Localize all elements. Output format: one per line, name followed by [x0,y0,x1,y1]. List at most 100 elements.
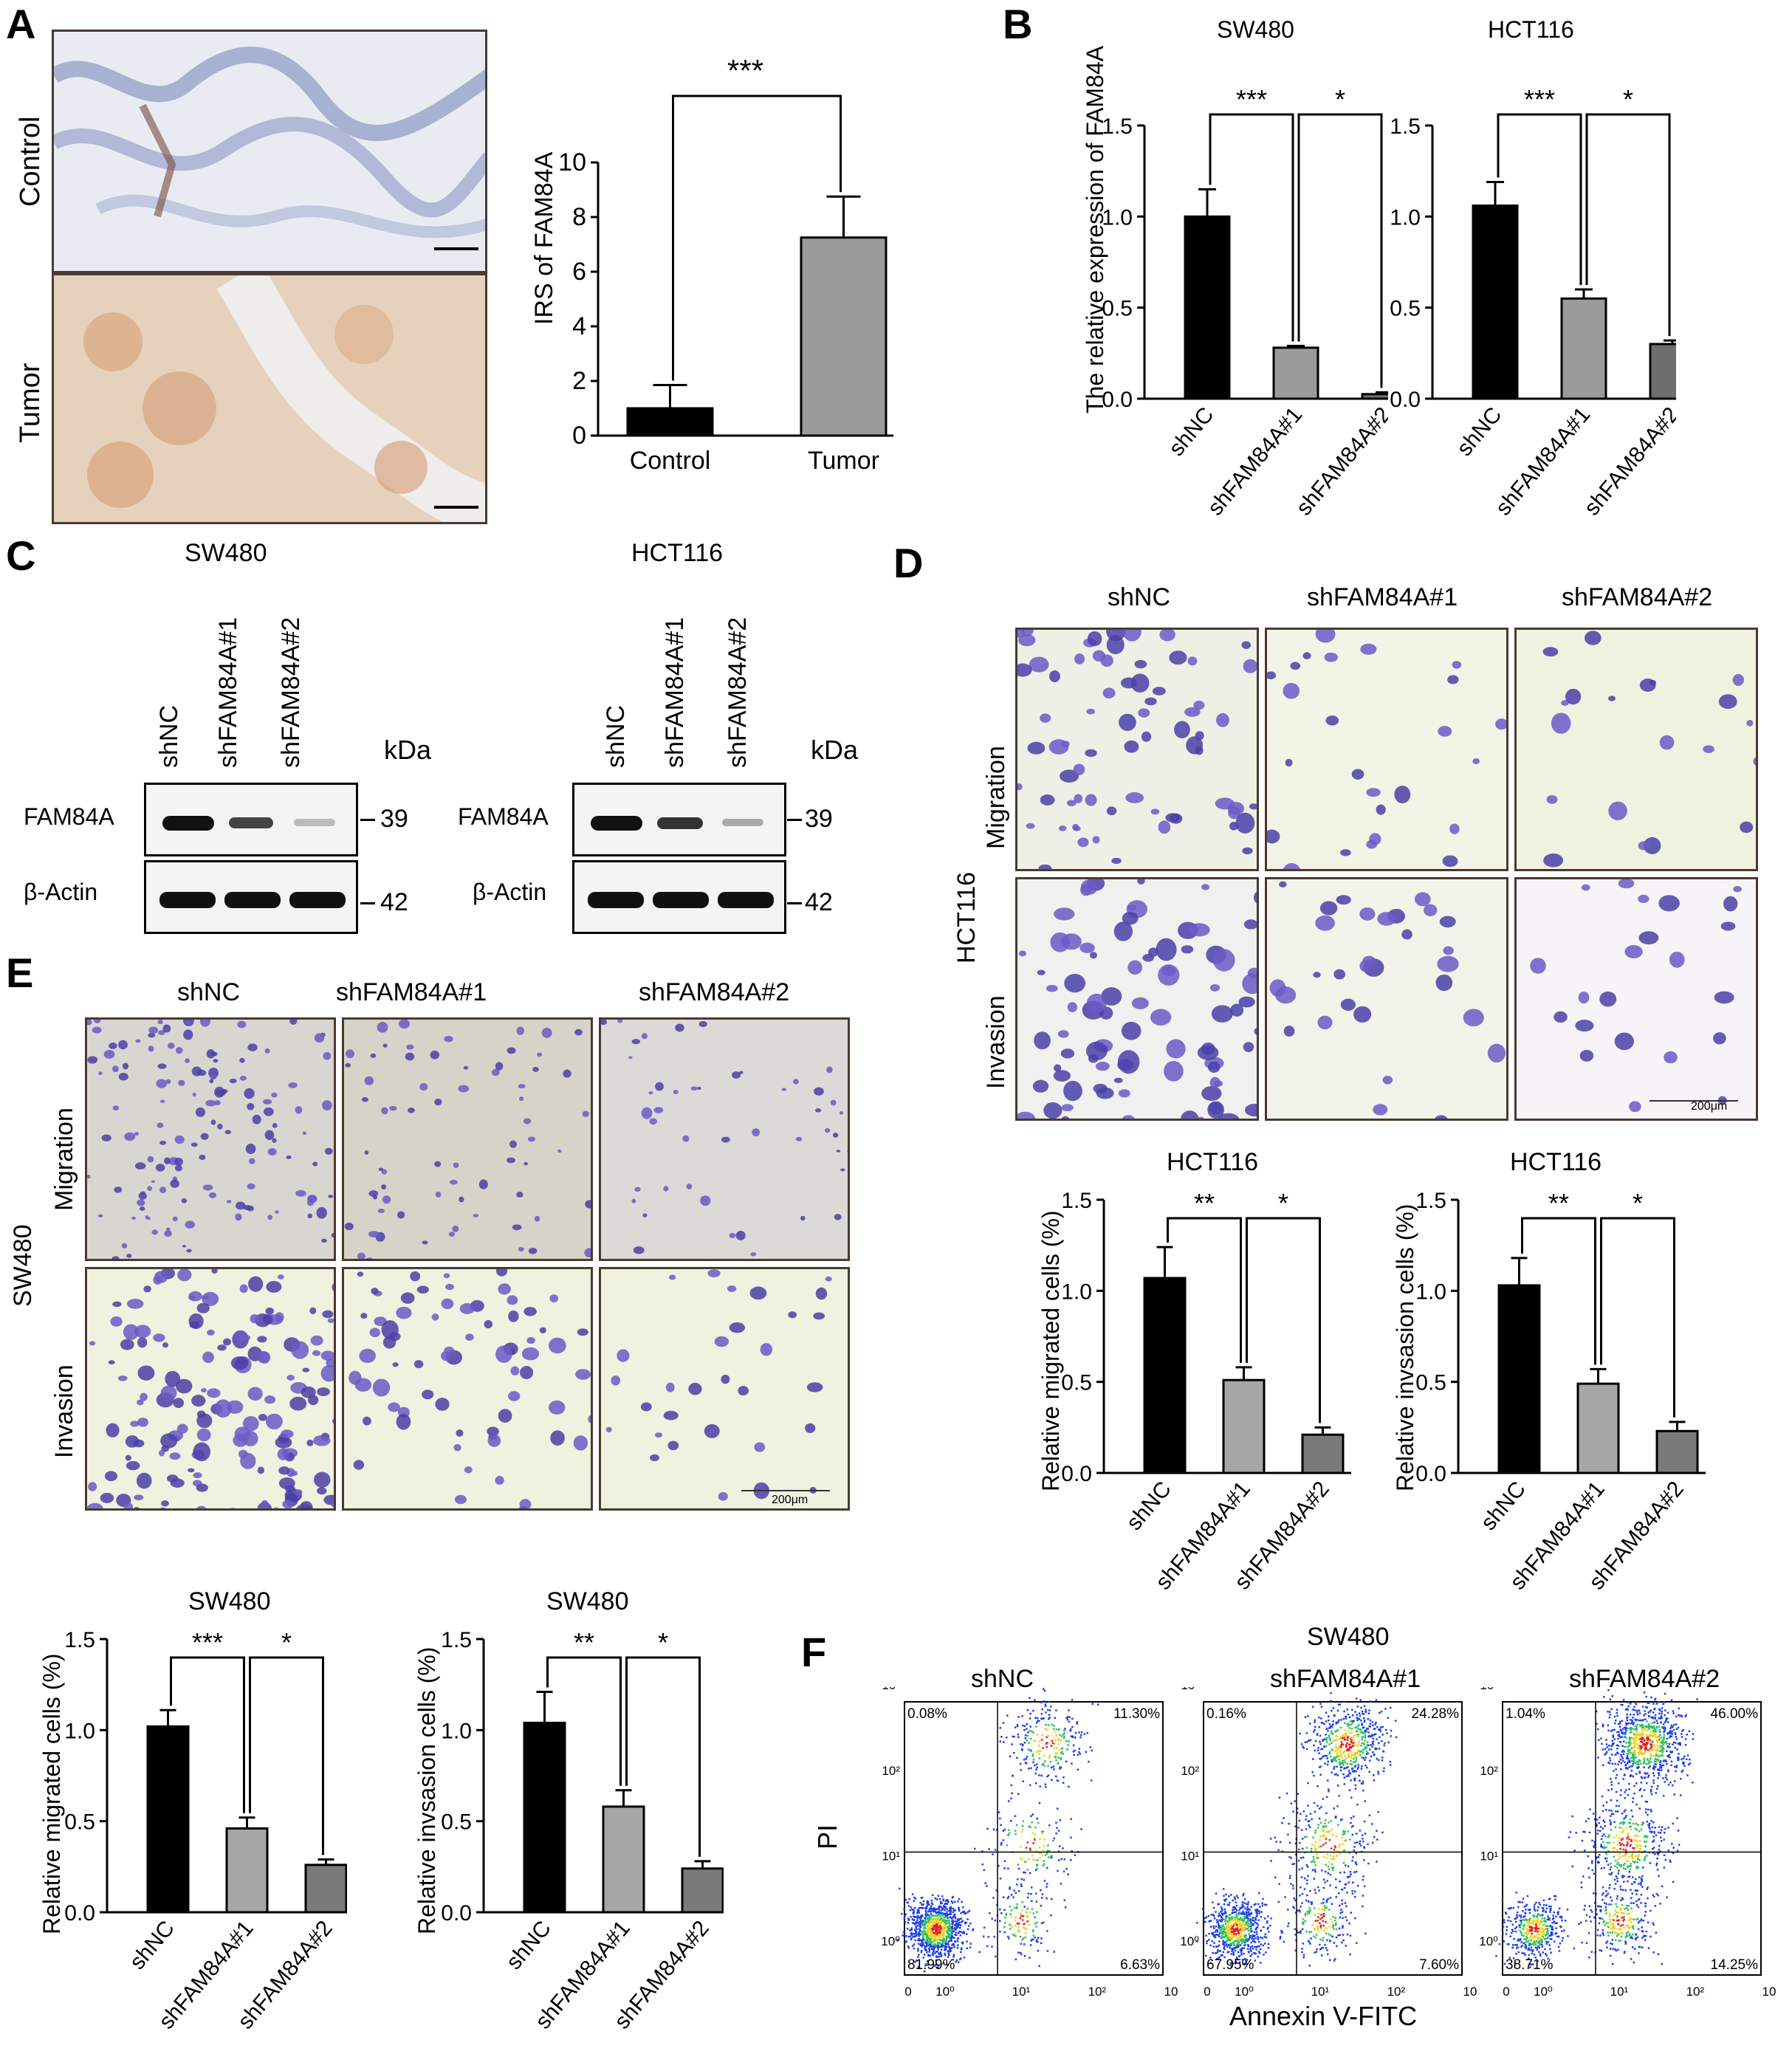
event-dot [1610,1748,1613,1751]
event-dot [937,1956,940,1958]
event-dot [907,1917,910,1920]
event-dot [941,1931,944,1934]
stained-cell [1037,969,1046,975]
quadrant-percent: 24.28% [1412,1706,1460,1722]
event-dot [1309,1943,1311,1945]
event-dot [1336,1785,1339,1787]
event-dot [1647,1739,1649,1741]
event-dot [1313,1935,1315,1937]
event-dot [1048,1849,1051,1852]
event-dot [923,1923,925,1926]
event-dot [1053,1837,1055,1840]
event-dot [1229,1928,1232,1931]
y-tick-label: 10¹ [1181,1849,1199,1863]
event-dot [1215,1934,1217,1936]
event-dot [1050,1856,1053,1859]
event-dot [924,1942,927,1944]
event-dot [1237,1913,1240,1916]
stained-cell [760,1343,773,1356]
event-dot [1379,1726,1382,1728]
event-dot [1017,1733,1020,1736]
stained-cell [1088,1054,1099,1063]
event-dot [1235,1909,1238,1912]
event-dot [1659,1750,1661,1752]
event-dot [1322,1835,1324,1837]
event-dot [1350,1754,1353,1756]
event-dot [1233,1896,1236,1898]
event-dot [1031,1832,1034,1835]
y-tick-label: 6 [572,258,586,286]
event-dot [1381,1734,1384,1736]
event-dot [1672,1743,1674,1746]
event-dot [924,1932,926,1935]
event-dot [1533,1908,1536,1911]
event-dot [987,1936,989,1938]
stained-cell [1066,800,1077,807]
blot-row-label: β-Actin [24,879,98,905]
significance-bracket [546,1656,622,1786]
event-dot [1624,1728,1627,1731]
event-dot [1386,1732,1388,1734]
event-dot [1635,1756,1638,1759]
event-dot [1223,1928,1226,1931]
event-dot [1309,1813,1312,1815]
event-dot [1545,1937,1548,1940]
stained-cell [87,1020,92,1026]
stained-cell [188,1291,202,1302]
stained-cell [601,1020,608,1026]
event-dot [1511,1944,1514,1946]
event-dot [1224,1910,1226,1913]
event-dot [954,1924,956,1927]
event-dot [1658,1717,1661,1720]
event-dot [1219,1928,1221,1931]
event-dot [1656,1787,1658,1790]
event-dot [1511,1930,1514,1932]
event-dot [1023,1879,1026,1881]
bar [146,1725,190,1914]
quadrant-percent: 67.95% [1206,1957,1254,1973]
event-dot [1308,1910,1311,1913]
event-dot [1362,1838,1364,1840]
event-dot [1322,1920,1324,1923]
event-dot [1051,1739,1053,1742]
event-dot [1553,1940,1556,1943]
event-dot [1029,1944,1032,1946]
event-dot [910,1915,912,1918]
event-dot [918,1909,920,1912]
event-dot [1255,1926,1258,1929]
event-dot [1067,1873,1069,1876]
event-dot [1339,1738,1342,1740]
event-dot [1344,1733,1346,1736]
event-dot [1647,1767,1650,1769]
stained-cell [1113,921,1133,941]
event-dot [1254,1909,1257,1912]
event-dot [1333,1845,1336,1847]
event-dot [1559,1943,1562,1945]
event-dot [1537,1941,1539,1944]
stained-cell [1608,695,1616,701]
event-dot [1522,1934,1525,1937]
event-dot [1548,1944,1551,1946]
event-dot [1647,1750,1650,1752]
event-dot [1219,1950,1221,1952]
event-dot [919,1920,921,1923]
event-dot [1646,1720,1648,1722]
event-dot [1341,1818,1343,1821]
stained-cell [1134,659,1147,669]
event-dot [1316,1734,1319,1737]
event-dot [1529,1909,1531,1911]
event-dot [1339,1736,1342,1738]
stained-cell [1122,630,1142,642]
event-dot [1319,1740,1321,1743]
stained-cell [1324,652,1338,662]
event-dot [1342,1734,1345,1737]
event-dot [1037,1720,1039,1722]
event-dot [911,1922,914,1924]
event-dot [1329,1726,1331,1729]
stained-cell [320,1350,334,1361]
event-dot [1658,1712,1661,1715]
event-dot [1232,1943,1235,1945]
panel-letter-d: D [893,540,924,586]
event-dot [1043,1880,1046,1882]
event-dot [1633,1722,1635,1724]
